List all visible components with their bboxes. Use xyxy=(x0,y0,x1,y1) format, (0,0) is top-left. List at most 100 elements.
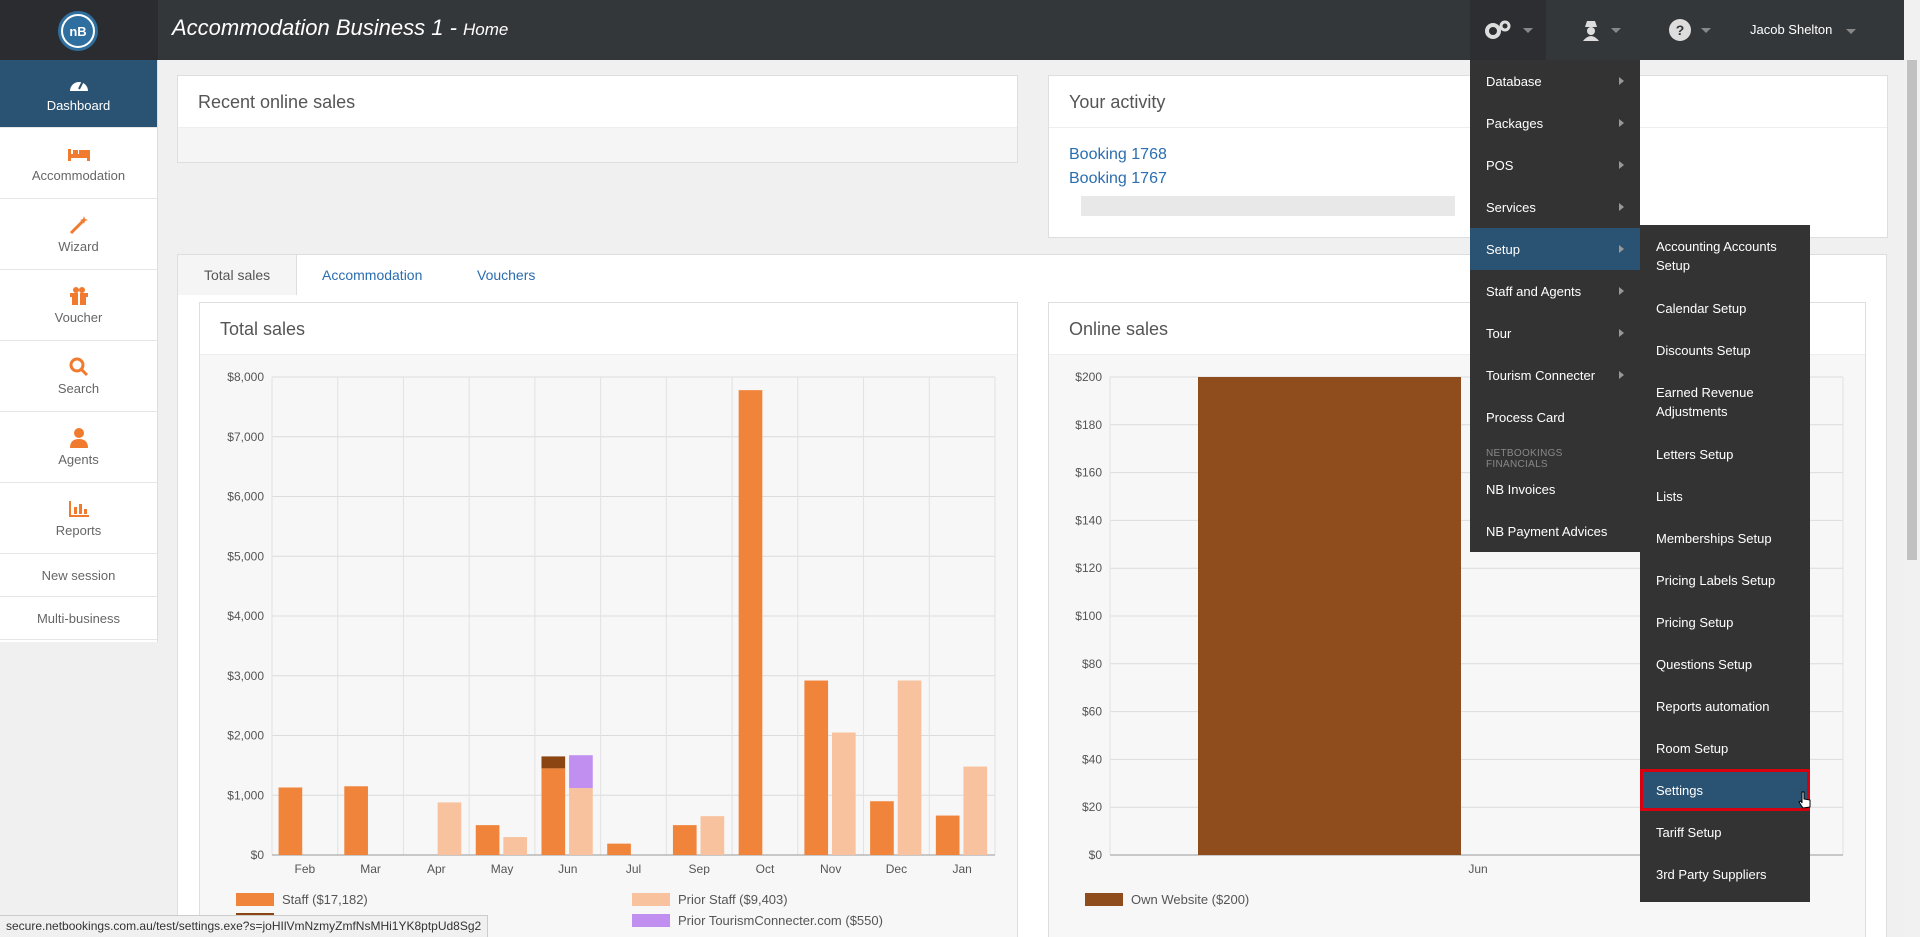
app-logo[interactable]: nB xyxy=(58,11,98,51)
y-tick-label: $80 xyxy=(1082,657,1102,671)
sidebar-item-accommodation[interactable]: Accommodation xyxy=(0,128,157,199)
bar-staff xyxy=(672,825,697,855)
sidebar-item-agents[interactable]: Agents xyxy=(0,412,157,483)
y-tick-label: $160 xyxy=(1075,466,1102,480)
caret-icon xyxy=(1523,27,1533,33)
help-icon: ? xyxy=(1669,19,1691,41)
submenu-item-label: Settings xyxy=(1656,782,1703,798)
bar-staff xyxy=(541,768,566,855)
help-menu-toggle[interactable]: ? xyxy=(1655,0,1725,60)
bar-staff xyxy=(935,815,960,855)
sidebar-item-dashboard[interactable]: Dashboard xyxy=(0,60,157,128)
settings-menu-toggle[interactable] xyxy=(1470,0,1546,60)
sidebar-item-voucher[interactable]: Voucher xyxy=(0,270,157,341)
scrollbar-thumb[interactable] xyxy=(1907,60,1917,560)
x-tick-label: Apr xyxy=(427,862,446,875)
recent-sales-panel: Recent online sales xyxy=(177,75,1018,163)
menu-item-setup[interactable]: Setup xyxy=(1470,228,1640,270)
y-tick-label: $40 xyxy=(1082,752,1102,766)
caret-icon xyxy=(1611,27,1621,33)
legend-swatch xyxy=(632,914,670,927)
sidebar-link-new-session[interactable]: New session xyxy=(0,554,157,597)
menu-item-packages[interactable]: Packages xyxy=(1470,102,1640,144)
activity-link-booking-1768[interactable]: Booking 1768 xyxy=(1069,146,1167,163)
menu-item-process-card[interactable]: Process Card xyxy=(1470,396,1640,438)
submenu-item-calendar-setup[interactable]: Calendar Setup xyxy=(1640,287,1810,329)
submenu-item-letters-setup[interactable]: Letters Setup xyxy=(1640,433,1810,475)
tab-accommodation[interactable]: Accommodation xyxy=(322,267,423,283)
submenu-item-reports-automation[interactable]: Reports automation xyxy=(1640,685,1810,727)
page-name: Home xyxy=(463,20,509,39)
page-scrollbar[interactable] xyxy=(1904,0,1920,937)
sidebar-item-wizard[interactable]: Wizard xyxy=(0,199,157,270)
submenu-item-pricing-setup[interactable]: Pricing Setup xyxy=(1640,601,1810,643)
submenu-item-label: Accounting Accounts Setup xyxy=(1656,239,1777,273)
submenu-item-earned-revenue-adjustments[interactable]: Earned Revenue Adjustments xyxy=(1640,371,1810,433)
menu-item-nb-invoices[interactable]: NB Invoices xyxy=(1470,468,1640,510)
menu-item-tour[interactable]: Tour xyxy=(1470,312,1640,354)
sidebar-link-multi-business[interactable]: Multi-business xyxy=(0,597,157,640)
submenu-item-accounting-accounts-setup[interactable]: Accounting Accounts Setup xyxy=(1640,225,1810,287)
x-tick-label: Nov xyxy=(820,862,841,875)
submenu-item-lists[interactable]: Lists xyxy=(1640,475,1810,517)
menu-item-nb-payment-advices[interactable]: NB Payment Advices xyxy=(1470,510,1640,552)
bar-staff xyxy=(475,825,500,855)
submenu-item-label: Pricing Labels Setup xyxy=(1656,572,1776,588)
tab-vouchers[interactable]: Vouchers xyxy=(477,267,536,283)
submenu-item-label: Reports automation xyxy=(1656,698,1770,714)
legend-prior-tourism: Prior TourismConnecter.com ($550) xyxy=(632,913,883,928)
menu-item-label: NB Invoices xyxy=(1486,481,1556,497)
submenu-item-room-setup[interactable]: Room Setup xyxy=(1640,727,1810,769)
y-tick-label: $100 xyxy=(1075,609,1102,623)
bar-staff xyxy=(607,843,631,855)
x-tick-label: Feb xyxy=(295,862,316,875)
legend-swatch xyxy=(236,893,274,906)
sidebar-link-label: New session xyxy=(41,567,116,583)
bar-prior-staff xyxy=(831,732,856,855)
sidebar-item-label: Voucher xyxy=(54,309,103,325)
sidebar-item-search[interactable]: Search xyxy=(0,341,157,412)
bed-icon xyxy=(67,144,90,164)
menu-item-pos[interactable]: POS xyxy=(1470,144,1640,186)
chevron-right-icon xyxy=(1619,77,1624,85)
activity-panel: Your activity Booking 1768 Booking 1767 xyxy=(1048,75,1888,238)
menu-item-label: Tourism Connecter xyxy=(1486,367,1596,383)
submenu-item-memberships-setup[interactable]: Memberships Setup xyxy=(1640,517,1810,559)
submenu-item-settings[interactable]: Settings xyxy=(1640,769,1811,811)
legend-label: Prior TourismConnecter.com ($550) xyxy=(678,913,883,928)
submenu-item-label: Calendar Setup xyxy=(1656,300,1747,316)
x-tick-label: Jun xyxy=(1468,862,1487,875)
submenu-item-discounts-setup[interactable]: Discounts Setup xyxy=(1640,329,1810,371)
submenu-item-questions-setup[interactable]: Questions Setup xyxy=(1640,643,1810,685)
sidebar-item-label: Search xyxy=(57,380,100,396)
bar-staff xyxy=(278,787,303,855)
recent-sales-body xyxy=(178,128,1017,162)
menu-item-services[interactable]: Services xyxy=(1470,186,1640,228)
menu-item-tourism-connecter[interactable]: Tourism Connecter xyxy=(1470,354,1640,396)
y-tick-label: $4,000 xyxy=(227,609,264,623)
legend-swatch xyxy=(1085,893,1123,906)
bar-prior-staff xyxy=(569,788,593,855)
x-tick-label: Mar xyxy=(360,862,381,875)
submenu-item-label: Memberships Setup xyxy=(1656,530,1772,546)
menu-item-staff-and-agents[interactable]: Staff and Agents xyxy=(1470,270,1640,312)
submenu-item-tariff-setup[interactable]: Tariff Setup xyxy=(1640,811,1810,853)
submenu-item-3rd-party-suppliers[interactable]: 3rd Party Suppliers xyxy=(1640,853,1810,895)
activity-link-booking-1767[interactable]: Booking 1767 xyxy=(1069,170,1167,187)
bar-prior-staff xyxy=(503,837,528,855)
y-tick-label: $3,000 xyxy=(227,669,264,683)
sidebar-item-reports[interactable]: Reports xyxy=(0,483,157,554)
sidebar-item-label: Agents xyxy=(58,451,99,467)
caret-icon xyxy=(1701,27,1711,33)
menu-item-database[interactable]: Database xyxy=(1470,60,1640,102)
agent-menu-toggle[interactable] xyxy=(1566,0,1636,60)
menu-item-label: POS xyxy=(1486,157,1514,173)
status-bar-url: secure.netbookings.com.au/test/settings.… xyxy=(0,915,489,937)
svg-text:?: ? xyxy=(1676,22,1685,38)
tab-total-sales[interactable]: Total sales xyxy=(178,255,298,295)
legend-label: Prior Staff ($9,403) xyxy=(678,892,788,907)
submenu-item-pricing-labels-setup[interactable]: Pricing Labels Setup xyxy=(1640,559,1810,601)
chevron-right-icon xyxy=(1619,371,1624,379)
y-tick-label: $200 xyxy=(1075,370,1102,384)
user-menu-toggle[interactable]: Jacob Shelton xyxy=(1750,22,1857,37)
